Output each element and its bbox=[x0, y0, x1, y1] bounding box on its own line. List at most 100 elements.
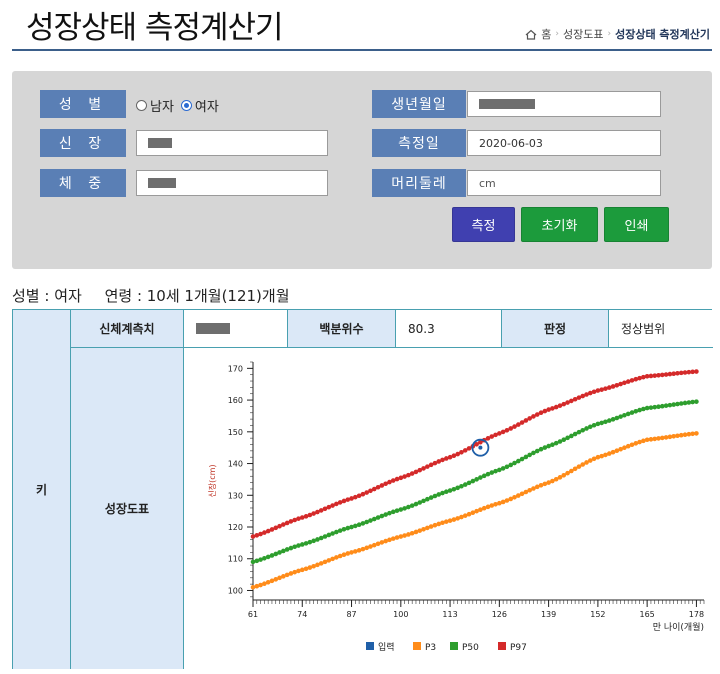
series-point-p50 bbox=[443, 489, 449, 494]
series-point-p3 bbox=[425, 525, 430, 531]
series-point-p3 bbox=[299, 567, 305, 573]
measure-date-input[interactable]: 2020-06-03 bbox=[467, 130, 661, 156]
series-point-p97 bbox=[425, 464, 430, 469]
height-label: 신 장 bbox=[40, 129, 126, 157]
series-point-p3 bbox=[432, 522, 438, 528]
series-point-p97 bbox=[553, 404, 559, 410]
legend-label: P3 bbox=[425, 643, 436, 653]
series-point-p50 bbox=[360, 521, 366, 526]
series-point-p50 bbox=[262, 556, 267, 561]
series-point-p50 bbox=[542, 445, 548, 450]
series-point-p50 bbox=[368, 518, 373, 523]
sex-option-female-label[interactable]: 여자 bbox=[194, 100, 219, 115]
series-point-p97 bbox=[606, 385, 612, 390]
series-point-p50 bbox=[406, 504, 411, 510]
series-point-p50 bbox=[330, 531, 335, 536]
result-table: 키 신체계측치 백분위수 80.3 판정 정상범위 성장도표 61 74 87 100… bbox=[12, 309, 713, 669]
series-point-p97 bbox=[337, 500, 343, 505]
series-point-p50 bbox=[421, 498, 426, 504]
series-point-p50 bbox=[436, 492, 442, 497]
breadcrumb-separator: › bbox=[607, 29, 612, 39]
series-point-p97 bbox=[447, 454, 453, 460]
sex-radio-male[interactable] bbox=[136, 100, 147, 111]
series-point-p50 bbox=[451, 486, 457, 492]
series-point-p50 bbox=[349, 524, 354, 530]
series-point-p97 bbox=[284, 520, 290, 526]
series-point-p50 bbox=[648, 405, 654, 410]
x-tick-label: 87 bbox=[346, 610, 356, 619]
x-tick-label: 152 bbox=[590, 610, 605, 619]
series-point-p3 bbox=[421, 526, 426, 532]
series-point-p3 bbox=[504, 498, 510, 503]
series-point-p97 bbox=[413, 469, 419, 475]
series-point-p50 bbox=[322, 534, 328, 539]
series-point-p97 bbox=[421, 466, 426, 471]
series-point-p3 bbox=[629, 442, 635, 448]
series-point-p50 bbox=[599, 420, 604, 426]
series-point-p97 bbox=[641, 374, 646, 380]
series-point-p3 bbox=[512, 494, 517, 500]
series-point-p3 bbox=[576, 464, 582, 469]
series-point-p97 bbox=[417, 467, 423, 473]
series-point-p97 bbox=[345, 497, 351, 502]
series-point-p3 bbox=[493, 501, 498, 507]
series-point-p3 bbox=[262, 581, 267, 586]
series-point-p97 bbox=[318, 508, 324, 513]
series-point-p3 bbox=[481, 505, 487, 511]
home-icon[interactable] bbox=[525, 29, 537, 40]
breadcrumb-home[interactable]: 홈 bbox=[541, 28, 552, 41]
measure-button[interactable]: 측정 bbox=[452, 207, 515, 242]
series-point-p3 bbox=[519, 491, 525, 497]
reset-button[interactable]: 초기화 bbox=[521, 207, 598, 242]
series-point-p50 bbox=[500, 466, 506, 471]
series-point-p3 bbox=[326, 558, 332, 563]
series-point-p97 bbox=[569, 398, 574, 404]
series-point-p97 bbox=[546, 407, 551, 412]
series-point-p3 bbox=[478, 507, 483, 512]
series-point-p97 bbox=[326, 504, 332, 510]
weight-label: 체 중 bbox=[40, 169, 126, 197]
series-point-p50 bbox=[383, 512, 388, 517]
series-point-p50 bbox=[379, 513, 385, 519]
weight-input[interactable] bbox=[136, 170, 328, 196]
series-point-p3 bbox=[402, 533, 407, 538]
series-point-p3 bbox=[599, 453, 604, 459]
series-point-p97 bbox=[652, 373, 658, 378]
series-point-p3 bbox=[292, 569, 297, 575]
series-point-p50 bbox=[591, 422, 597, 428]
series-point-p3 bbox=[667, 434, 673, 440]
birthdate-label: 생년월일 bbox=[372, 90, 466, 118]
series-point-p50 bbox=[606, 418, 612, 423]
series-point-p97 bbox=[375, 484, 381, 490]
series-point-p50 bbox=[425, 496, 430, 502]
series-point-p50 bbox=[534, 448, 540, 454]
redacted-value bbox=[479, 99, 535, 109]
sex-option-male-label[interactable]: 남자 bbox=[150, 100, 174, 115]
series-point-p50 bbox=[326, 532, 332, 538]
series-point-p97 bbox=[462, 448, 468, 453]
series-point-p3 bbox=[409, 530, 415, 536]
y-tick-label: 130 bbox=[228, 491, 243, 500]
height-input[interactable] bbox=[136, 130, 328, 156]
series-point-p97 bbox=[671, 371, 676, 376]
series-point-p3 bbox=[660, 435, 665, 441]
series-point-p50 bbox=[531, 450, 536, 456]
series-point-p97 bbox=[262, 530, 267, 535]
sex-radio-female[interactable] bbox=[180, 100, 192, 111]
print-button[interactable]: 인쇄 bbox=[604, 207, 669, 242]
series-point-p3 bbox=[459, 514, 464, 520]
series-point-p3 bbox=[591, 456, 597, 462]
series-point-p50 bbox=[588, 424, 593, 430]
head-circumference-input[interactable]: cm bbox=[467, 170, 661, 196]
birthdate-input[interactable] bbox=[467, 91, 661, 117]
series-point-p97 bbox=[550, 406, 555, 411]
redacted-value bbox=[148, 178, 176, 188]
input-form-panel: 성 별 남자 여자 신 장 체 중 생년월일 측정일 2020-06-03 머리… bbox=[12, 71, 712, 269]
series-point-p97 bbox=[542, 408, 548, 414]
series-point-p97 bbox=[644, 373, 650, 379]
x-tick-label: 178 bbox=[689, 610, 704, 619]
breadcrumb-section[interactable]: 성장도표 bbox=[562, 28, 604, 41]
series-point-p97 bbox=[273, 525, 279, 531]
series-point-p97 bbox=[660, 372, 665, 378]
series-point-p97 bbox=[493, 432, 498, 438]
